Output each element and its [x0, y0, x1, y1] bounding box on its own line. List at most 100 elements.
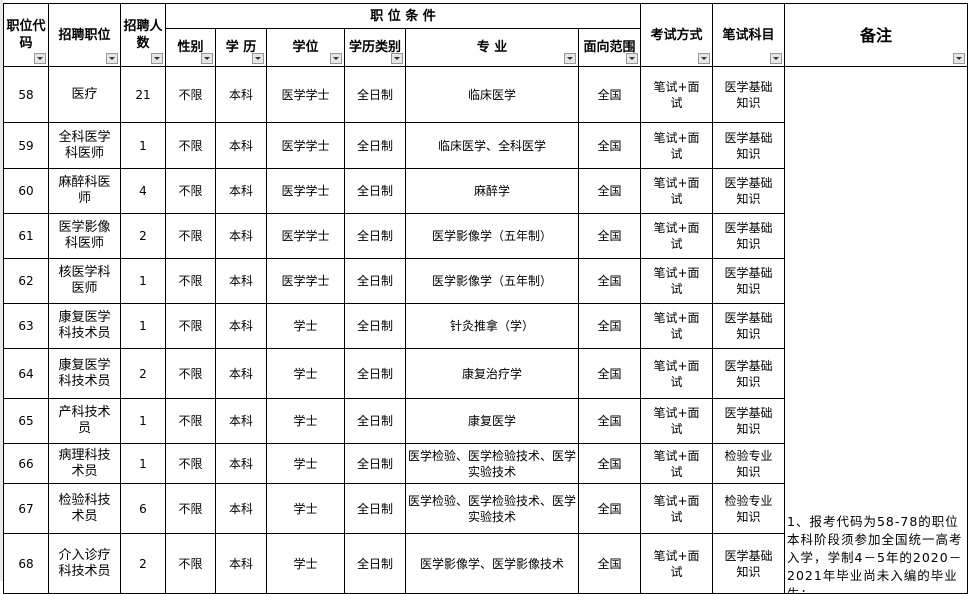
- cell-degree[interactable]: 医学学士: [266, 122, 345, 169]
- cell-education[interactable]: 本科: [215, 303, 267, 349]
- cell-degree[interactable]: 医学学士: [266, 168, 345, 214]
- cell-edu-type[interactable]: 全日制: [344, 213, 406, 259]
- cell-position[interactable]: 康复医学科技术员: [48, 348, 121, 399]
- cell-exam-subject[interactable]: 医学基础知识: [712, 303, 785, 349]
- cell-code[interactable]: 64: [3, 348, 49, 399]
- cell-education[interactable]: 本科: [215, 168, 267, 214]
- cell-count[interactable]: 21: [120, 66, 166, 123]
- cell-code[interactable]: 67: [3, 483, 49, 534]
- cell-degree[interactable]: 医学学士: [266, 258, 345, 304]
- cell-edu-type[interactable]: 全日制: [344, 303, 406, 349]
- cell-major[interactable]: 医学影像学（五年制）: [405, 258, 579, 304]
- filter-dropdown-icon[interactable]: [391, 53, 403, 64]
- cell-major[interactable]: 医学检验、医学检验技术、医学实验技术: [405, 443, 579, 484]
- cell-count[interactable]: 2: [120, 213, 166, 259]
- cell-education[interactable]: 本科: [215, 443, 267, 484]
- cell-degree[interactable]: 学士: [266, 303, 345, 349]
- cell-gender[interactable]: 不限: [165, 303, 216, 349]
- cell-count[interactable]: 2: [120, 348, 166, 399]
- filter-dropdown-icon[interactable]: [953, 53, 965, 64]
- cell-scope[interactable]: 全国: [578, 348, 641, 399]
- filter-dropdown-icon[interactable]: [330, 53, 342, 64]
- cell-major[interactable]: 医学检验、医学检验技术、医学实验技术: [405, 483, 579, 534]
- cell-position[interactable]: 核医学科医师: [48, 258, 121, 304]
- cell-scope[interactable]: 全国: [578, 303, 641, 349]
- filter-dropdown-icon[interactable]: [34, 53, 46, 64]
- filter-dropdown-icon[interactable]: [151, 53, 163, 64]
- cell-gender[interactable]: 不限: [165, 213, 216, 259]
- cell-gender[interactable]: 不限: [165, 258, 216, 304]
- cell-edu-type[interactable]: 全日制: [344, 348, 406, 399]
- filter-dropdown-icon[interactable]: [626, 53, 638, 64]
- cell-code[interactable]: 61: [3, 213, 49, 259]
- cell-exam-subject[interactable]: 检验专业知识: [712, 483, 785, 534]
- cell-edu-type[interactable]: 全日制: [344, 533, 406, 594]
- cell-exam-subject[interactable]: 医学基础知识: [712, 66, 785, 123]
- cell-gender[interactable]: 不限: [165, 168, 216, 214]
- cell-scope[interactable]: 全国: [578, 122, 641, 169]
- cell-degree[interactable]: 学士: [266, 398, 345, 444]
- cell-exam-method[interactable]: 笔试+面试: [640, 66, 713, 123]
- cell-edu-type[interactable]: 全日制: [344, 258, 406, 304]
- cell-major[interactable]: 医学影像学（五年制）: [405, 213, 579, 259]
- cell-position[interactable]: 医疗: [48, 66, 121, 123]
- cell-scope[interactable]: 全国: [578, 168, 641, 214]
- cell-education[interactable]: 本科: [215, 213, 267, 259]
- cell-major[interactable]: 康复治疗学: [405, 348, 579, 399]
- cell-exam-subject[interactable]: 医学基础知识: [712, 348, 785, 399]
- cell-scope[interactable]: 全国: [578, 66, 641, 123]
- cell-education[interactable]: 本科: [215, 398, 267, 444]
- cell-count[interactable]: 1: [120, 122, 166, 169]
- cell-edu-type[interactable]: 全日制: [344, 483, 406, 534]
- cell-exam-subject[interactable]: 医学基础知识: [712, 213, 785, 259]
- cell-edu-type[interactable]: 全日制: [344, 122, 406, 169]
- cell-degree[interactable]: 医学学士: [266, 66, 345, 123]
- cell-gender[interactable]: 不限: [165, 483, 216, 534]
- cell-gender[interactable]: 不限: [165, 122, 216, 169]
- cell-degree[interactable]: 学士: [266, 443, 345, 484]
- cell-exam-subject[interactable]: 医学基础知识: [712, 533, 785, 594]
- cell-exam-method[interactable]: 笔试+面试: [640, 398, 713, 444]
- cell-count[interactable]: 6: [120, 483, 166, 534]
- cell-exam-subject[interactable]: 医学基础知识: [712, 122, 785, 169]
- cell-exam-method[interactable]: 笔试+面试: [640, 258, 713, 304]
- cell-scope[interactable]: 全国: [578, 213, 641, 259]
- cell-scope[interactable]: 全国: [578, 258, 641, 304]
- cell-exam-method[interactable]: 笔试+面试: [640, 168, 713, 214]
- cell-edu-type[interactable]: 全日制: [344, 398, 406, 444]
- cell-position[interactable]: 全科医学科医师: [48, 122, 121, 169]
- cell-exam-method[interactable]: 笔试+面试: [640, 213, 713, 259]
- cell-education[interactable]: 本科: [215, 533, 267, 594]
- cell-remark[interactable]: 1、报考代码为58-78的职位本科阶段须参加全国统一高考入学，学制4－5年的20…: [784, 66, 968, 594]
- cell-exam-method[interactable]: 笔试+面试: [640, 533, 713, 594]
- cell-count[interactable]: 1: [120, 443, 166, 484]
- cell-edu-type[interactable]: 全日制: [344, 168, 406, 214]
- cell-degree[interactable]: 医学学士: [266, 213, 345, 259]
- cell-scope[interactable]: 全国: [578, 398, 641, 444]
- cell-code[interactable]: 60: [3, 168, 49, 214]
- cell-major[interactable]: 针灸推拿（学）: [405, 303, 579, 349]
- cell-exam-method[interactable]: 笔试+面试: [640, 348, 713, 399]
- cell-count[interactable]: 1: [120, 303, 166, 349]
- cell-code[interactable]: 63: [3, 303, 49, 349]
- cell-count[interactable]: 4: [120, 168, 166, 214]
- cell-count[interactable]: 2: [120, 533, 166, 594]
- cell-degree[interactable]: 学士: [266, 483, 345, 534]
- cell-position[interactable]: 病理科技术员: [48, 443, 121, 484]
- cell-exam-method[interactable]: 笔试+面试: [640, 122, 713, 169]
- cell-gender[interactable]: 不限: [165, 348, 216, 399]
- cell-count[interactable]: 1: [120, 398, 166, 444]
- filter-dropdown-icon[interactable]: [201, 53, 213, 64]
- cell-position[interactable]: 检验科技术员: [48, 483, 121, 534]
- cell-major[interactable]: 康复医学: [405, 398, 579, 444]
- cell-code[interactable]: 65: [3, 398, 49, 444]
- cell-position[interactable]: 医学影像科医师: [48, 213, 121, 259]
- cell-gender[interactable]: 不限: [165, 398, 216, 444]
- cell-exam-method[interactable]: 笔试+面试: [640, 443, 713, 484]
- cell-code[interactable]: 66: [3, 443, 49, 484]
- cell-count[interactable]: 1: [120, 258, 166, 304]
- cell-position[interactable]: 康复医学科技术员: [48, 303, 121, 349]
- cell-degree[interactable]: 学士: [266, 348, 345, 399]
- cell-code[interactable]: 68: [3, 533, 49, 594]
- cell-edu-type[interactable]: 全日制: [344, 66, 406, 123]
